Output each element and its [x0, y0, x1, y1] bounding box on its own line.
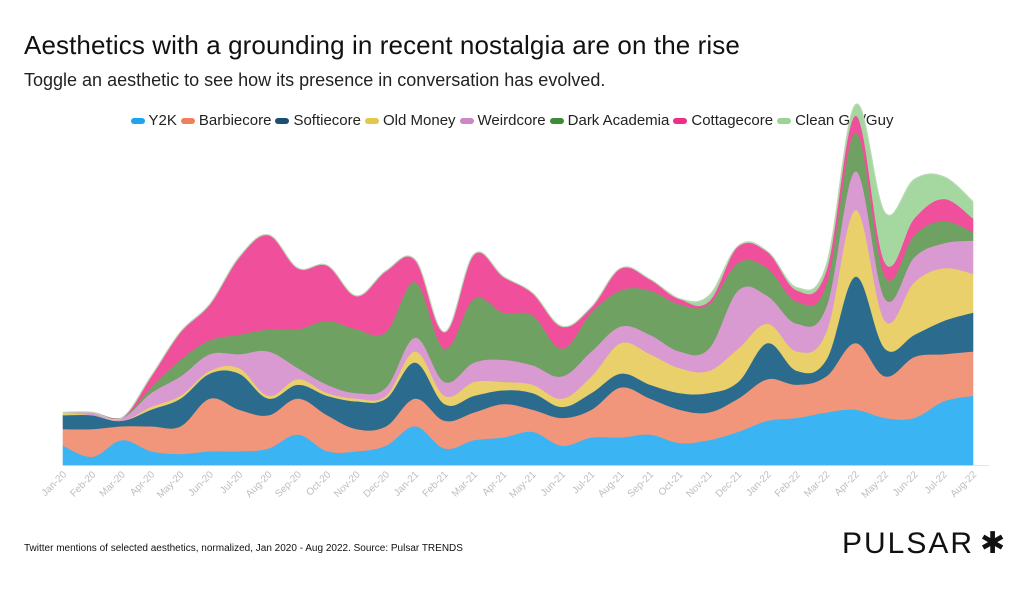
footnote: Twitter mentions of selected aesthetics,…: [24, 543, 463, 554]
x-tick-label: Jan-21: [392, 469, 422, 499]
legend-label: Clean Girl/Guy: [795, 112, 894, 129]
legend-item-barbiecore[interactable]: Barbiecore: [180, 112, 272, 129]
legend-label: Weirdcore: [477, 112, 546, 129]
legend-label: Softiecore: [293, 112, 361, 129]
legend-swatch: [130, 117, 145, 124]
x-tick-label: Jul-20: [218, 469, 245, 496]
x-tick-label: Oct-21: [657, 469, 686, 498]
legend-item-cottagecore[interactable]: Cottagecore: [673, 112, 773, 129]
x-tick-label: Mar-20: [98, 469, 128, 499]
x-tick-label: Apr-22: [833, 469, 862, 498]
x-tick-label: Aug-20: [244, 469, 275, 500]
x-tick-label: Sep-21: [626, 469, 657, 500]
x-tick-label: Jul-22: [923, 469, 950, 496]
legend-swatch: [275, 117, 290, 124]
legend-swatch: [549, 117, 564, 124]
x-tick-label: Jun-21: [539, 469, 569, 499]
x-tick-label: Mar-21: [450, 469, 480, 499]
legend-label: Dark Academia: [567, 112, 670, 129]
x-tick-label: May-20: [155, 469, 187, 501]
legend-swatch: [673, 117, 688, 124]
legend-item-old-money[interactable]: Old Money: [365, 112, 456, 129]
legend-item-weirdcore[interactable]: Weirdcore: [459, 112, 546, 129]
legend-item-clean-girl-guy[interactable]: Clean Girl/Guy: [777, 112, 893, 129]
area-top-outline: [62, 103, 974, 421]
legend-item-dark-academia[interactable]: Dark Academia: [549, 112, 670, 129]
x-tick-label: Sep-20: [273, 469, 304, 500]
legend-item-y2k[interactable]: Y2K: [130, 112, 177, 129]
legend-label: Barbiecore: [198, 112, 272, 129]
x-tick-label: Feb-20: [68, 469, 98, 499]
pulsar-logo: PULSAR ✱: [842, 526, 1007, 561]
legend-label: Cottagecore: [691, 112, 774, 129]
legend-item-softiecore[interactable]: Softiecore: [275, 112, 361, 129]
x-tick-label: Aug-21: [596, 469, 627, 500]
legend-swatch: [459, 117, 474, 124]
logo-text: PULSAR: [842, 526, 975, 560]
x-tick-label: Oct-20: [304, 469, 333, 498]
x-tick-label: Feb-22: [773, 469, 803, 499]
legend-swatch: [180, 117, 195, 124]
x-tick-label: Nov-21: [684, 469, 715, 500]
legend: Y2K Barbiecore Softiecore Old Money Weirdcor…: [0, 112, 1024, 129]
x-tick-label: Jan-22: [744, 469, 774, 499]
x-tick-label: Aug-22: [949, 469, 980, 500]
x-tick-label: Apr-21: [480, 469, 509, 498]
legend-label: Old Money: [383, 112, 456, 129]
x-tick-label: Jun-20: [186, 469, 216, 499]
x-tick-label: Jul-21: [570, 469, 597, 496]
x-tick-label: Mar-22: [802, 469, 832, 499]
legend-swatch: [777, 117, 792, 124]
legend-label: Y2K: [148, 112, 177, 129]
x-tick-label: May-22: [860, 469, 892, 501]
legend-swatch: [365, 117, 379, 124]
chart-title: Aesthetics with a grounding in recent no…: [24, 30, 740, 60]
x-tick-label: Jan-20: [40, 469, 70, 499]
x-tick-label: Feb-21: [421, 469, 451, 499]
x-tick-label: Nov-20: [332, 469, 363, 500]
x-tick-label: May-21: [507, 469, 539, 501]
x-tick-label: Dec-21: [714, 469, 745, 500]
asterisk-icon: ✱: [980, 527, 1008, 560]
x-tick-label: Dec-20: [361, 469, 392, 500]
x-tick-label: Apr-20: [128, 469, 157, 498]
chart-subtitle: Toggle an aesthetic to see how its prese…: [24, 70, 606, 90]
x-tick-label: Jun-22: [891, 469, 921, 499]
